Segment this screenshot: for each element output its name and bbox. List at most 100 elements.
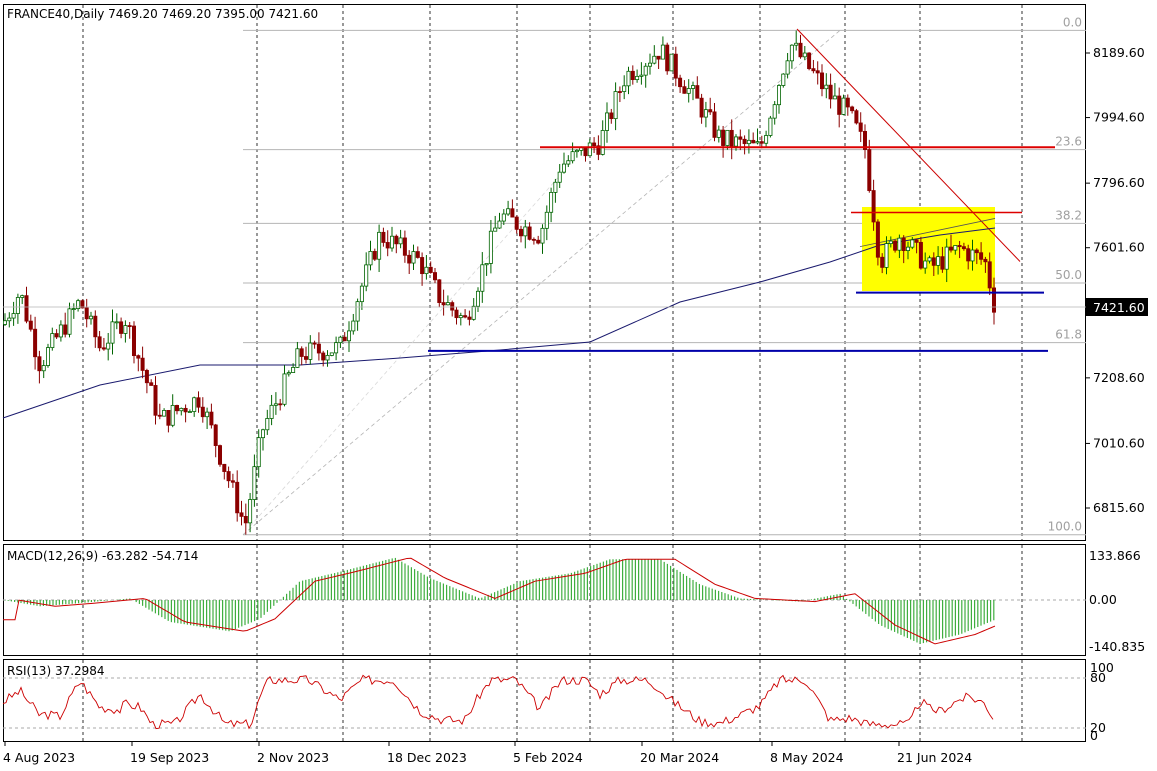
horizontal-levels — [3, 146, 1086, 352]
candle-body — [966, 248, 971, 262]
trend-lines — [796, 28, 1021, 262]
fib-label: 50.0 — [1055, 268, 1082, 282]
candle-body — [583, 146, 588, 157]
candle-body — [385, 242, 390, 249]
candle-body — [230, 480, 235, 483]
candle-body — [622, 85, 627, 92]
candle-body — [974, 249, 979, 254]
candle-body — [428, 266, 433, 273]
candle-body — [114, 321, 119, 324]
candle-body — [884, 243, 889, 268]
candle-body — [652, 55, 657, 64]
candle-body — [256, 437, 261, 468]
candle-body — [755, 141, 760, 144]
last-price-tag: 7421.60 — [1086, 298, 1148, 316]
fib-label: 0.0 — [1063, 15, 1082, 29]
candle-body — [957, 245, 962, 248]
candle-body — [871, 190, 876, 223]
candle-body — [37, 356, 42, 372]
candle-body — [359, 285, 364, 303]
candle-body — [656, 55, 661, 60]
candle-body — [807, 52, 812, 70]
candle-body — [144, 370, 149, 384]
consolidation-box — [862, 207, 995, 291]
candle-body — [46, 347, 51, 366]
candle-body — [432, 272, 437, 281]
candle-body — [213, 424, 218, 446]
candle-body — [157, 414, 162, 417]
candle-body — [394, 235, 399, 245]
candle-body — [811, 68, 816, 72]
candle-body — [381, 231, 386, 243]
candle-body — [123, 325, 128, 334]
candle-body — [514, 216, 519, 230]
date-tick-label: 2 Nov 2023 — [257, 750, 329, 765]
candle-body — [781, 73, 786, 86]
date-tick-label: 5 Feb 2024 — [513, 750, 583, 765]
candle-body — [243, 515, 248, 524]
candle-body — [832, 95, 837, 100]
candle-body — [970, 249, 975, 262]
candle-body — [299, 348, 304, 357]
candle-body — [334, 342, 339, 354]
candle-body — [149, 382, 154, 386]
candle-body — [691, 85, 696, 89]
candle-body — [815, 70, 820, 74]
candle-body — [536, 239, 541, 244]
candle-body — [127, 325, 132, 327]
candle-body — [635, 75, 640, 81]
candle-body — [407, 254, 412, 264]
candle-body — [372, 251, 377, 260]
candle-body — [488, 230, 493, 264]
candle-body — [351, 320, 356, 332]
candle-body — [58, 324, 63, 338]
candle-body — [291, 367, 296, 373]
rsi-tick-label: 80 — [1090, 670, 1106, 685]
candle-body — [992, 287, 997, 313]
candle-body — [50, 333, 55, 348]
date-tick-label: 8 May 2024 — [770, 750, 844, 765]
candle-body — [712, 111, 717, 138]
macd-tick-label: 133.866 — [1089, 548, 1141, 563]
price-tick-label: 7796.60 — [1093, 175, 1145, 190]
candle-body — [420, 257, 425, 275]
candle-body — [80, 300, 85, 309]
candle-body — [252, 466, 257, 500]
candle-body — [940, 256, 945, 270]
candle-body — [506, 208, 511, 215]
candle-body — [678, 77, 683, 88]
price-panel — [3, 4, 1086, 541]
candle-body — [41, 365, 46, 372]
candle-body — [617, 91, 622, 93]
candle-body — [841, 97, 846, 115]
candle-body — [269, 404, 274, 419]
candle-body — [402, 237, 407, 256]
candle-body — [93, 315, 98, 338]
moving-averages — [2, 227, 996, 419]
candle-body — [897, 237, 902, 251]
candle-body — [927, 257, 932, 262]
candle-body — [28, 320, 33, 330]
candle-body — [789, 44, 794, 62]
candle-body — [510, 208, 515, 218]
candle-body — [131, 325, 136, 357]
candle-body — [445, 302, 450, 306]
candle-body — [669, 53, 674, 72]
candle-body — [523, 226, 528, 237]
fib-trendline — [242, 30, 841, 535]
candle-body — [527, 226, 532, 240]
fib-label: 23.6 — [1055, 135, 1082, 149]
price-tick-label: 6815.60 — [1093, 500, 1145, 515]
price-tick-label: 7208.60 — [1093, 370, 1145, 385]
candle-body — [424, 266, 429, 275]
svg-text:7421.60: 7421.60 — [1093, 300, 1145, 315]
macd-tick-label: 0.00 — [1089, 592, 1117, 607]
chart-header: FRANCE40,Daily 7469.20 7469.20 7395.00 7… — [7, 7, 318, 21]
candle-body — [673, 53, 678, 79]
candle-body — [570, 151, 575, 162]
candle-body — [725, 129, 730, 146]
candle-body — [858, 122, 863, 132]
candle-body — [7, 317, 12, 322]
candle-body — [286, 372, 291, 375]
candle-body — [944, 246, 949, 270]
